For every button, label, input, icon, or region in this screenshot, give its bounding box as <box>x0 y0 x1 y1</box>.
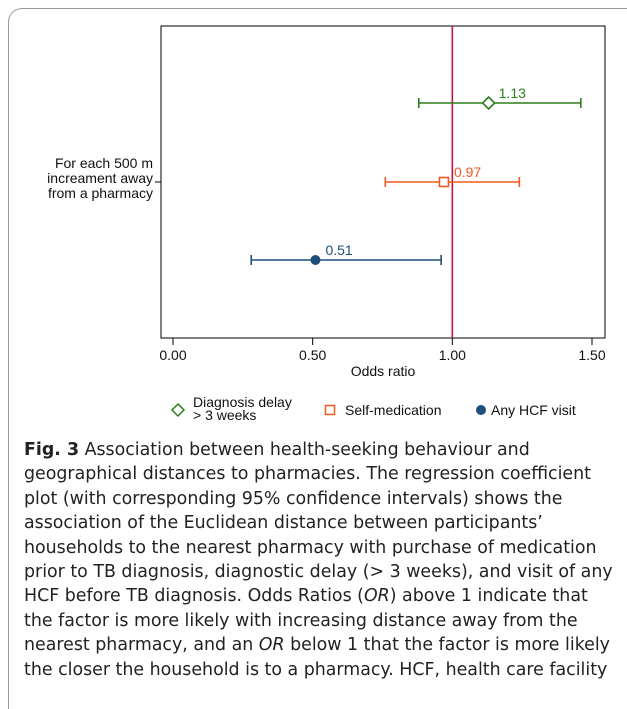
y-category-label: increament away <box>47 170 153 186</box>
legend-marker <box>476 405 486 415</box>
x-tick-label: 0.50 <box>299 347 326 363</box>
x-tick-label: 1.50 <box>578 347 605 363</box>
caption-text-part: OR <box>258 635 285 656</box>
x-tick-label: 0.00 <box>159 347 186 363</box>
y-category-label: from a pharmacy <box>48 185 153 201</box>
caption-text-part: Association between health-seeking behav… <box>24 440 613 607</box>
caption-text-part: ) above 1 indicate that the factor is mo… <box>24 586 588 656</box>
x-tick-label: 1.00 <box>439 347 466 363</box>
caption-text-part: below 1 that the factor is more likely t… <box>24 635 610 680</box>
legend-label: > 3 weeks <box>193 407 256 423</box>
data-label: 0.97 <box>454 164 481 180</box>
plot-area-border <box>160 25 606 339</box>
figure-frame <box>8 8 627 709</box>
data-label: 0.51 <box>325 242 352 258</box>
legend-marker <box>324 404 336 416</box>
caption-body: Association between health-seeking behav… <box>24 440 613 680</box>
forest-plot: 0.00 0.50 1.00 1.50 Odds ratio For each 500 m… <box>47 25 606 423</box>
data-label: 1.13 <box>499 85 526 101</box>
point-marker <box>438 176 450 188</box>
caption-text-part: OR <box>363 586 390 607</box>
legend-label: Any HCF visit <box>491 402 576 418</box>
legend-marker <box>170 402 186 418</box>
figure-caption: Fig. 3 Association between health-seekin… <box>24 438 614 682</box>
y-category-label: For each 500 m <box>55 155 153 171</box>
point-marker <box>481 95 496 111</box>
x-axis-label: Odds ratio <box>351 363 416 379</box>
legend-label: Diagnosis delay <box>193 394 292 410</box>
legend-label: Self-medication <box>345 402 442 418</box>
point-marker <box>310 255 321 265</box>
figure-label: Fig. 3 <box>24 440 80 460</box>
